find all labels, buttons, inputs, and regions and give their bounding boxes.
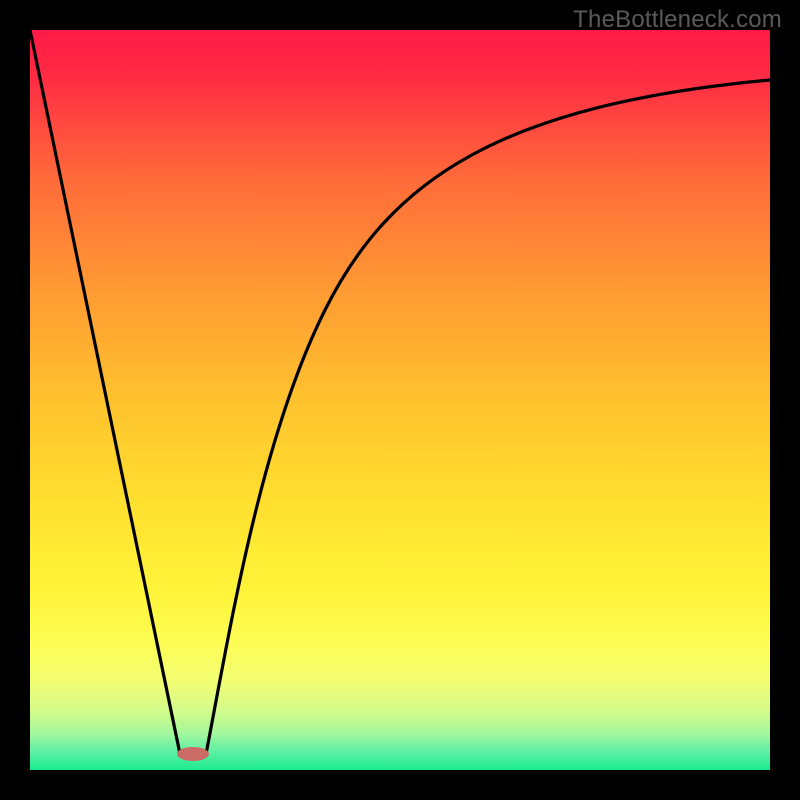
watermark-label: TheBottleneck.com — [573, 6, 782, 34]
curve-left-segment — [30, 30, 180, 754]
plot-area — [30, 30, 770, 770]
chart-frame: TheBottleneck.com — [0, 0, 800, 800]
curve-layer — [30, 30, 770, 770]
minimum-marker — [177, 747, 209, 761]
curve-right-segment — [206, 80, 770, 754]
